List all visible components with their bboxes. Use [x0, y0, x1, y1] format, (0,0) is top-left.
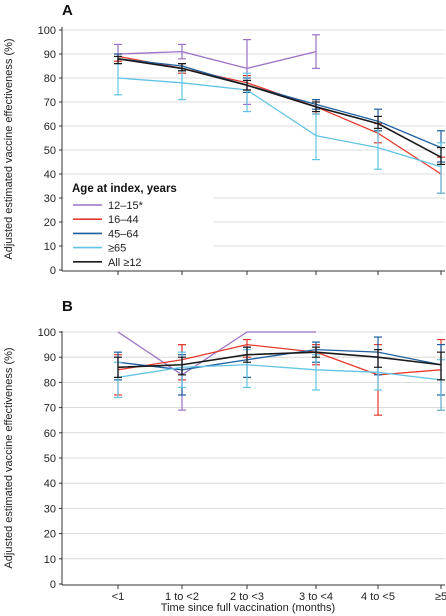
x-tick-label: 4 to <5 — [361, 591, 395, 603]
legend-title: Age at index, years — [72, 183, 177, 195]
y-tick-label: 30 — [44, 193, 56, 205]
panel-b: B 0 10 20 30 40 50 60 70 80 90 100 Adjusted estima… — [3, 298, 446, 614]
series-line-all — [117, 58, 442, 158]
series-line-65plus — [117, 364, 442, 381]
y-tick-label: 30 — [44, 503, 56, 515]
y-tick-label: 0 — [50, 579, 56, 591]
panel-b-label: B — [62, 298, 73, 315]
y-tick-label: 40 — [44, 478, 56, 490]
panel-b-series — [114, 331, 445, 416]
y-tick-label: 90 — [44, 352, 56, 364]
y-tick-label: 50 — [44, 453, 56, 465]
legend-label-all: All ≥12 — [108, 257, 142, 269]
error-bars-all — [114, 55, 445, 165]
y-tick-label: 60 — [44, 428, 56, 440]
error-bars-45-64 — [114, 53, 445, 163]
legend-label-65plus: ≥65 — [108, 243, 126, 255]
panel-a-legend: Age at index, years 12–15* 16–44 45–64 ≥65 A… — [64, 178, 214, 269]
y-tick-label: 80 — [44, 73, 56, 85]
x-tick-label: 3 to <4 — [299, 591, 333, 603]
legend-label-12-15: 12–15* — [108, 200, 144, 212]
y-tick-label: 50 — [44, 145, 56, 157]
series-45-64 — [114, 53, 445, 163]
panel-b-gridlines — [62, 331, 445, 560]
error-bars-16-44 — [114, 53, 445, 194]
series-line-12-15 — [117, 331, 316, 376]
series-all — [114, 55, 445, 165]
x-tick-label: 1 to <2 — [165, 591, 199, 603]
y-tick-label: 20 — [44, 529, 56, 541]
legend-background — [64, 178, 214, 268]
series-12-15 — [117, 331, 317, 411]
series-16-44 — [114, 53, 445, 194]
panel-b-x-ticks: <1 1 to <2 2 to <3 3 to <4 4 to <5 ≥5 — [112, 585, 446, 603]
y-tick-label: 70 — [44, 403, 56, 415]
panel-b-y-axis-title: Adjusted estimated vaccine effectiveness… — [3, 347, 15, 568]
y-tick-label: 40 — [44, 169, 56, 181]
y-tick-label: 20 — [44, 217, 56, 229]
y-tick-label: 80 — [44, 377, 56, 389]
series-all — [114, 346, 445, 381]
y-tick-label: 0 — [50, 265, 56, 277]
legend-label-16-44: 16–44 — [108, 214, 139, 226]
legend-label-45-64: 45–64 — [108, 228, 139, 240]
y-tick-label: 60 — [44, 121, 56, 133]
y-tick-label: 70 — [44, 97, 56, 109]
panel-a-series — [114, 34, 445, 194]
series-line-65plus — [117, 77, 442, 168]
series-line-45-64 — [117, 58, 442, 149]
panel-a-y-axis-title: Adjusted estimated vaccine effectiveness… — [3, 38, 15, 259]
x-tick-label: ≥5 — [435, 591, 446, 603]
y-tick-label: 10 — [44, 241, 56, 253]
x-tick-label: <1 — [112, 591, 125, 603]
y-tick-label: 100 — [38, 327, 56, 339]
panel-a-label: A — [62, 2, 73, 19]
error-bars-16-44 — [114, 338, 445, 416]
x-axis-title: Time since full vaccination (months) — [161, 602, 335, 614]
series-16-44 — [114, 338, 445, 416]
x-tick-label: 2 to <3 — [230, 591, 264, 603]
error-bars-12-15 — [114, 34, 320, 106]
panel-b-y-ticks: 0 10 20 30 40 50 60 70 80 90 100 — [38, 327, 62, 591]
series-line-12-15 — [117, 50, 317, 70]
series-12-15 — [114, 34, 320, 106]
series-line-16-44 — [117, 55, 442, 175]
panel-a: A 0 10 20 30 40 50 60 70 80 90 100 Adjusted estima… — [3, 2, 445, 277]
series-line-all — [117, 351, 442, 369]
y-tick-label: 10 — [44, 554, 56, 566]
y-tick-label: 90 — [44, 49, 56, 61]
y-tick-label: 100 — [38, 25, 56, 37]
